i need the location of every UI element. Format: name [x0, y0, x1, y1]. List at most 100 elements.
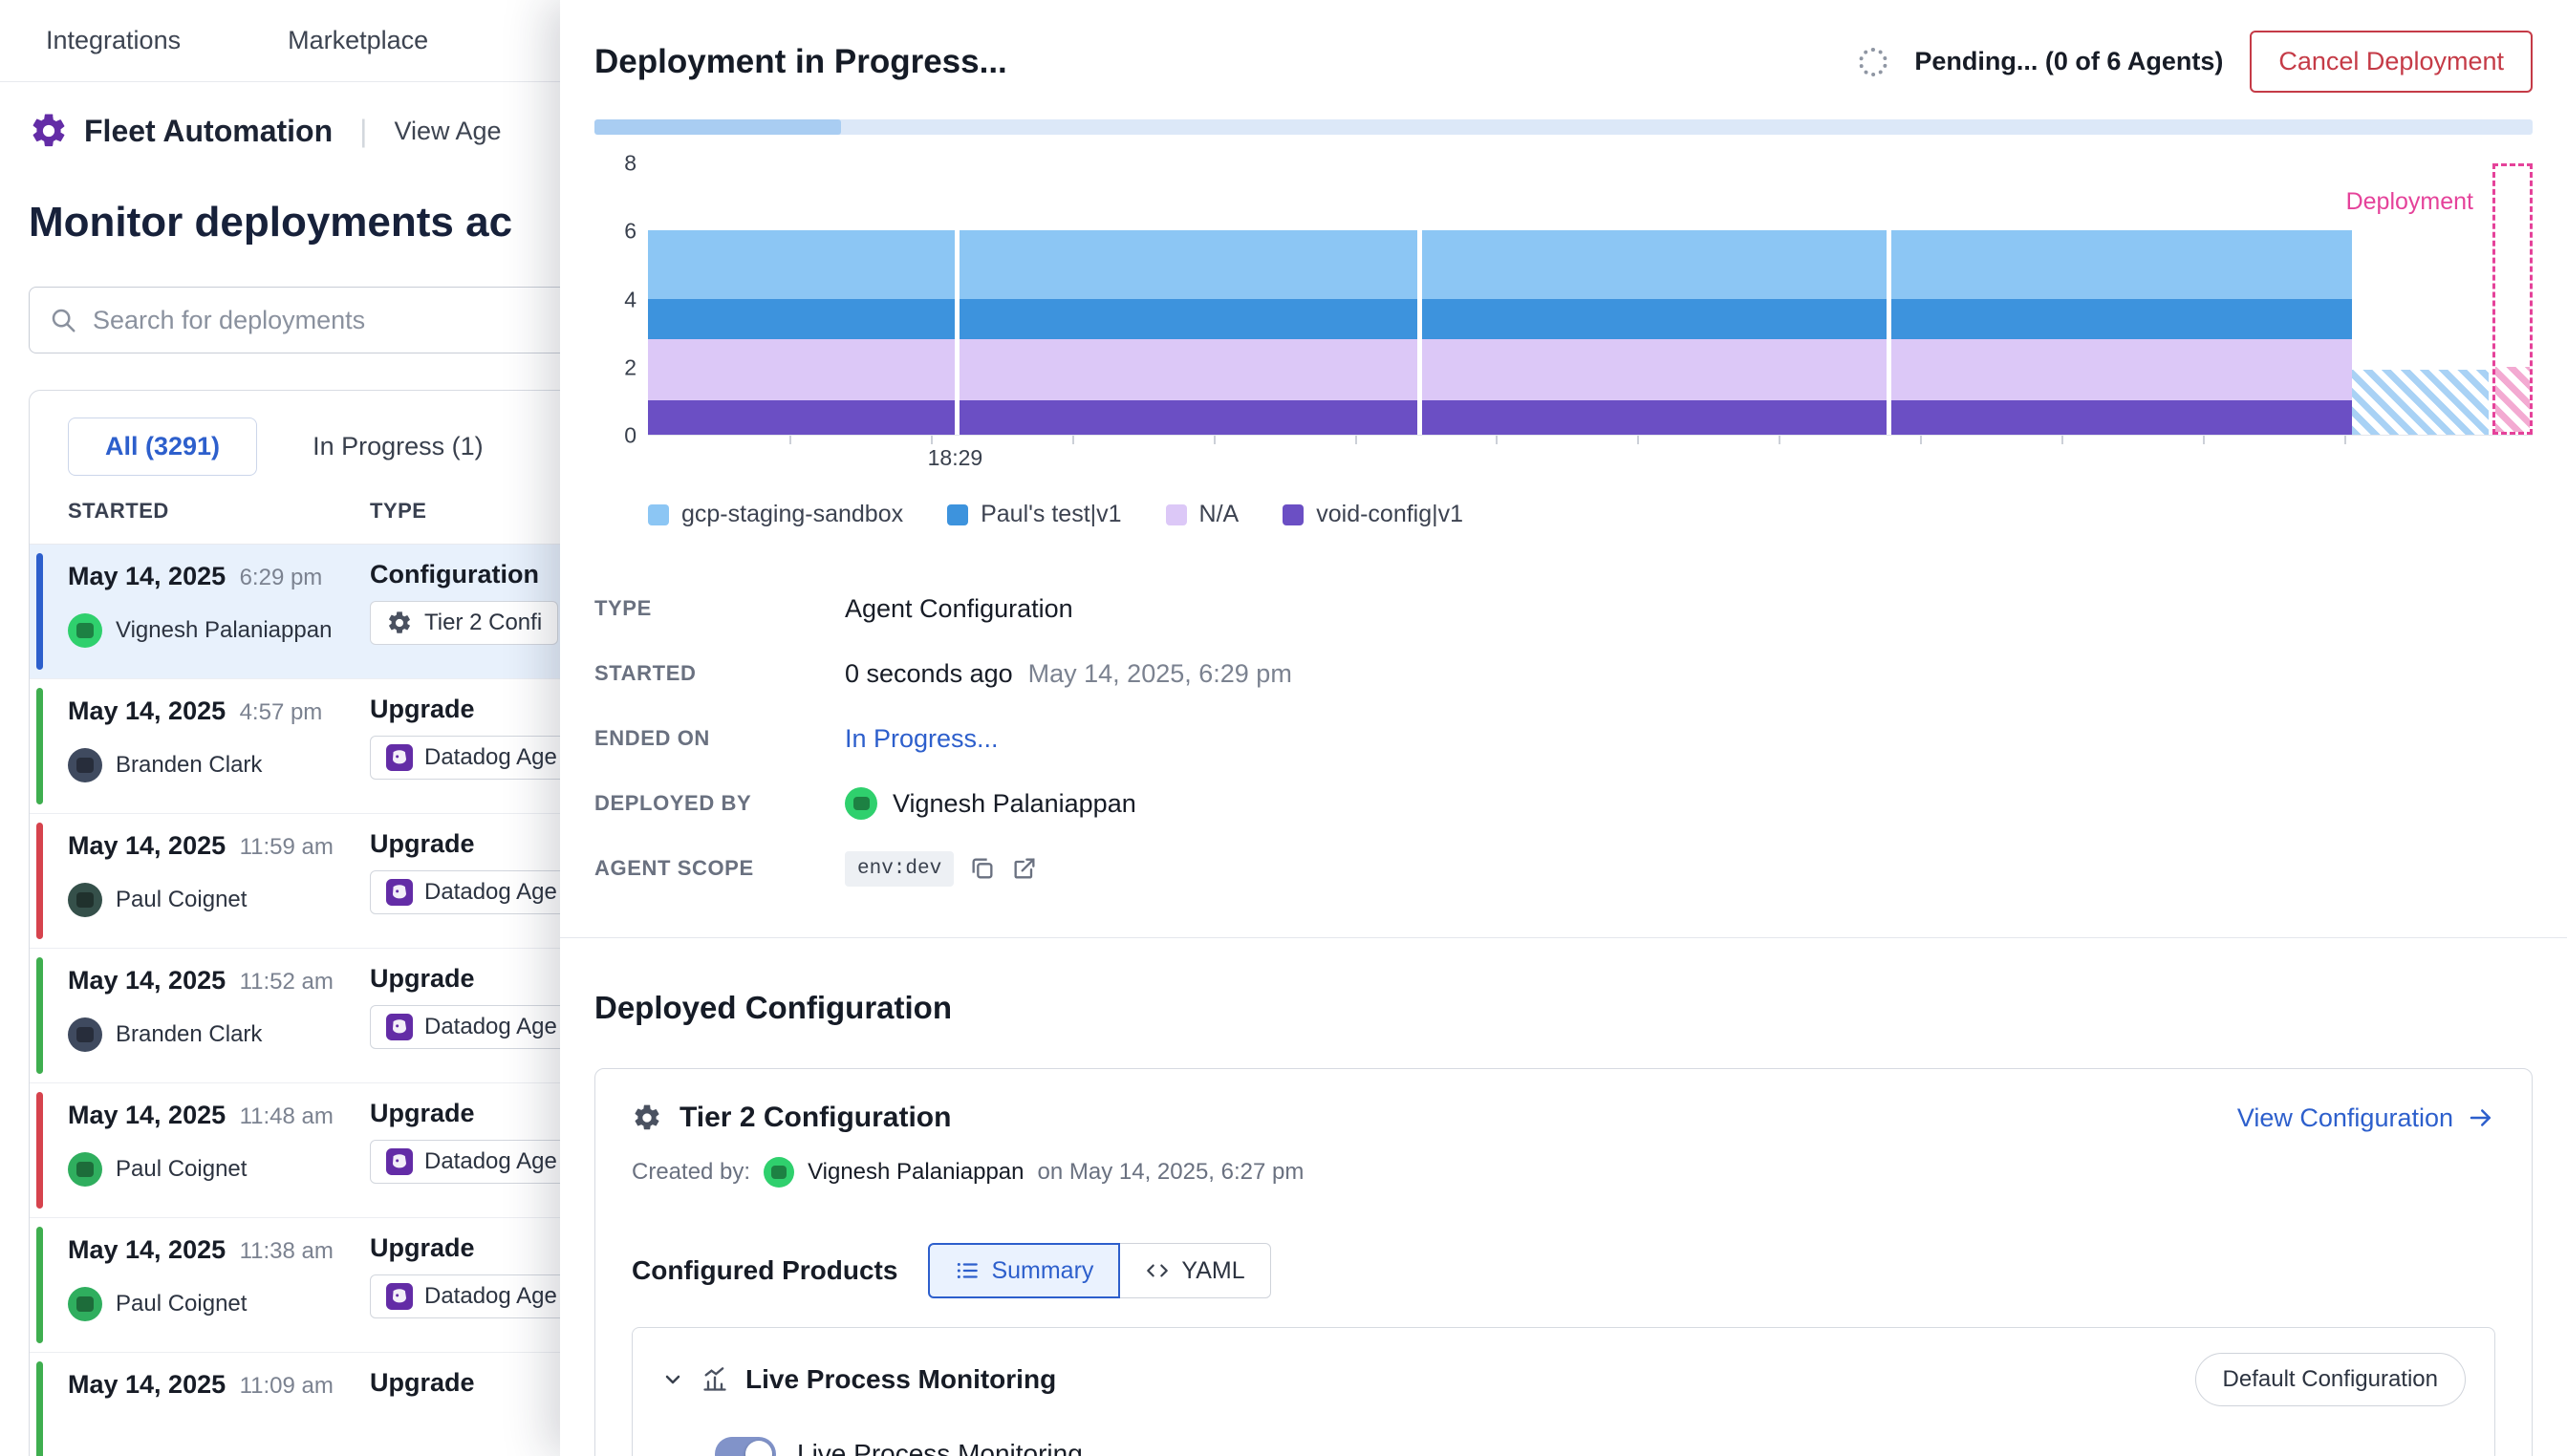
x-tick-mark — [1354, 436, 1357, 444]
row-date: May 14, 2025 — [68, 831, 226, 860]
deployment-detail-panel: Deployment in Progress... Pending... (0 … — [560, 0, 2567, 1456]
legend-swatch — [648, 503, 669, 525]
search-icon — [52, 309, 76, 332]
deployed-by-name: Vignesh Palaniappan — [893, 788, 1136, 818]
legend-item[interactable]: N/A — [1165, 501, 1240, 528]
table-row[interactable]: May 14, 2025 4:57 pm Branden Clark Upgra… — [30, 679, 560, 814]
configuration-card: Tier 2 Configuration View Configuration … — [594, 1068, 2533, 1456]
gear-icon — [635, 1104, 659, 1130]
view-configuration-link[interactable]: View Configuration — [2237, 1103, 2495, 1133]
x-tick-mark — [1213, 436, 1216, 444]
row-config-chip: Datadog Age — [370, 736, 560, 780]
legend-label: N/A — [1198, 501, 1240, 527]
legend-label: gcp-staging-sandbox — [681, 501, 904, 527]
x-tick-label: 18:29 — [927, 445, 983, 470]
row-type: Upgrade — [370, 1233, 475, 1262]
configuration-title: Tier 2 Configuration — [680, 1102, 952, 1133]
nav-item-marketplace[interactable]: Marketplace — [288, 26, 429, 54]
legend-item[interactable]: gcp-staging-sandbox — [648, 501, 903, 528]
status-bar — [36, 1092, 43, 1209]
row-config-chip-label: Datadog Age — [424, 879, 557, 905]
table-row[interactable]: May 14, 2025 11:38 am Paul Coignet Upgra… — [30, 1218, 560, 1353]
y-tick-label: 6 — [624, 218, 636, 244]
row-time: 11:52 am — [239, 969, 334, 995]
in-progress-link[interactable]: In Progress... — [845, 723, 999, 753]
tab-summary[interactable]: Summary — [928, 1243, 1121, 1298]
x-tick-mark — [2061, 436, 2063, 444]
table-row[interactable]: May 14, 2025 11:52 am Branden Clark Upgr… — [30, 949, 560, 1083]
legend-item[interactable]: Paul's test|v1 — [947, 501, 1122, 528]
row-type: Upgrade — [370, 695, 475, 723]
row-type: Configuration — [370, 560, 539, 589]
open-in-new-icon[interactable] — [1011, 855, 1038, 882]
legend-item[interactable]: void-config|v1 — [1283, 501, 1463, 528]
row-time: 11:38 am — [239, 1238, 334, 1264]
view-agents-link[interactable]: View Age — [394, 116, 502, 145]
divider: | — [359, 113, 368, 148]
table-row[interactable]: May 14, 2025 6:29 pm Vignesh Palaniappan… — [30, 545, 560, 679]
row-date: May 14, 2025 — [68, 562, 226, 590]
page-title: Monitor deployments ac — [29, 199, 513, 246]
row-config-chip-label: Tier 2 Confi — [424, 610, 543, 635]
deployments-page: Integrations Marketplace Fleet Automatio… — [0, 0, 560, 1456]
avatar — [68, 748, 102, 782]
avatar — [845, 787, 877, 820]
created-by-label: Created by: — [632, 1159, 751, 1185]
avatar — [68, 883, 102, 917]
chart-band — [648, 400, 2352, 435]
bar-gap — [955, 230, 960, 435]
view-configuration-label: View Configuration — [2236, 1103, 2453, 1132]
panel-title: Deployment in Progress... — [594, 42, 1007, 80]
avatar — [764, 1157, 795, 1188]
avatar — [68, 613, 102, 648]
row-user-name: Vignesh Palaniappan — [116, 617, 333, 643]
tab-all[interactable]: All (3291) — [68, 418, 258, 476]
live-process-monitoring-toggle[interactable] — [715, 1437, 776, 1456]
row-config-chip: Datadog Age — [370, 1005, 560, 1049]
row-date: May 14, 2025 — [68, 966, 226, 995]
deployments-search — [29, 287, 560, 353]
deployment-marker-hatch — [2495, 367, 2530, 432]
row-config-chip: Datadog Age — [370, 870, 560, 914]
cancel-deployment-button[interactable]: Cancel Deployment — [2250, 31, 2533, 93]
divider — [560, 937, 2567, 938]
row-user-name: Paul Coignet — [116, 1291, 248, 1317]
row-type: Upgrade — [370, 1099, 475, 1127]
table-row[interactable]: May 14, 2025 11:09 am Upgrade — [30, 1353, 560, 1456]
configured-products-label: Configured Products — [632, 1255, 898, 1285]
x-tick-mark — [1920, 436, 1923, 444]
tab-in-progress[interactable]: In Progress (1) — [313, 432, 484, 460]
search-input[interactable] — [93, 305, 560, 335]
column-header-type: TYPE — [370, 499, 427, 523]
row-time: 4:57 pm — [239, 699, 323, 725]
x-tick-mark — [788, 436, 791, 444]
y-tick-label: 2 — [624, 354, 636, 380]
status-bar — [36, 553, 43, 670]
chart-plot: Deployment — [648, 163, 2533, 444]
x-tick-mark — [1637, 436, 1640, 444]
tab-summary-label: Summary — [991, 1256, 1094, 1284]
row-config-chip-label: Datadog Age — [424, 1148, 557, 1174]
toggle-label: Live Process Monitoring — [797, 1439, 1083, 1456]
toggle-knob — [745, 1441, 772, 1456]
row-time: 11:48 am — [239, 1103, 334, 1129]
status-bar — [36, 957, 43, 1074]
status-bar — [36, 688, 43, 804]
chart-y-axis: 0 2 4 6 8 — [594, 151, 648, 448]
copy-icon[interactable] — [969, 855, 996, 882]
row-config-chip: Tier 2 Confi — [370, 601, 559, 645]
datadog-icon — [386, 1283, 413, 1310]
product-name: Live Process Monitoring — [745, 1364, 1057, 1394]
nav-item-integrations[interactable]: Integrations — [46, 26, 182, 54]
agent-scope-label: AGENT SCOPE — [594, 856, 754, 880]
app-title: Fleet Automation — [84, 113, 334, 148]
spinner-icon — [1859, 47, 1888, 76]
tab-yaml[interactable]: YAML — [1119, 1243, 1271, 1298]
row-user-name: Branden Clark — [116, 1021, 263, 1047]
table-row[interactable]: May 14, 2025 11:59 am Paul Coignet Upgra… — [30, 814, 560, 949]
table-row[interactable]: May 14, 2025 11:48 am Paul Coignet Upgra… — [30, 1083, 560, 1218]
arrow-right-icon — [2470, 1109, 2491, 1126]
deployment-marker — [2492, 163, 2533, 435]
row-config-chip: Datadog Age — [370, 1274, 560, 1318]
chevron-down-icon[interactable] — [661, 1368, 684, 1391]
